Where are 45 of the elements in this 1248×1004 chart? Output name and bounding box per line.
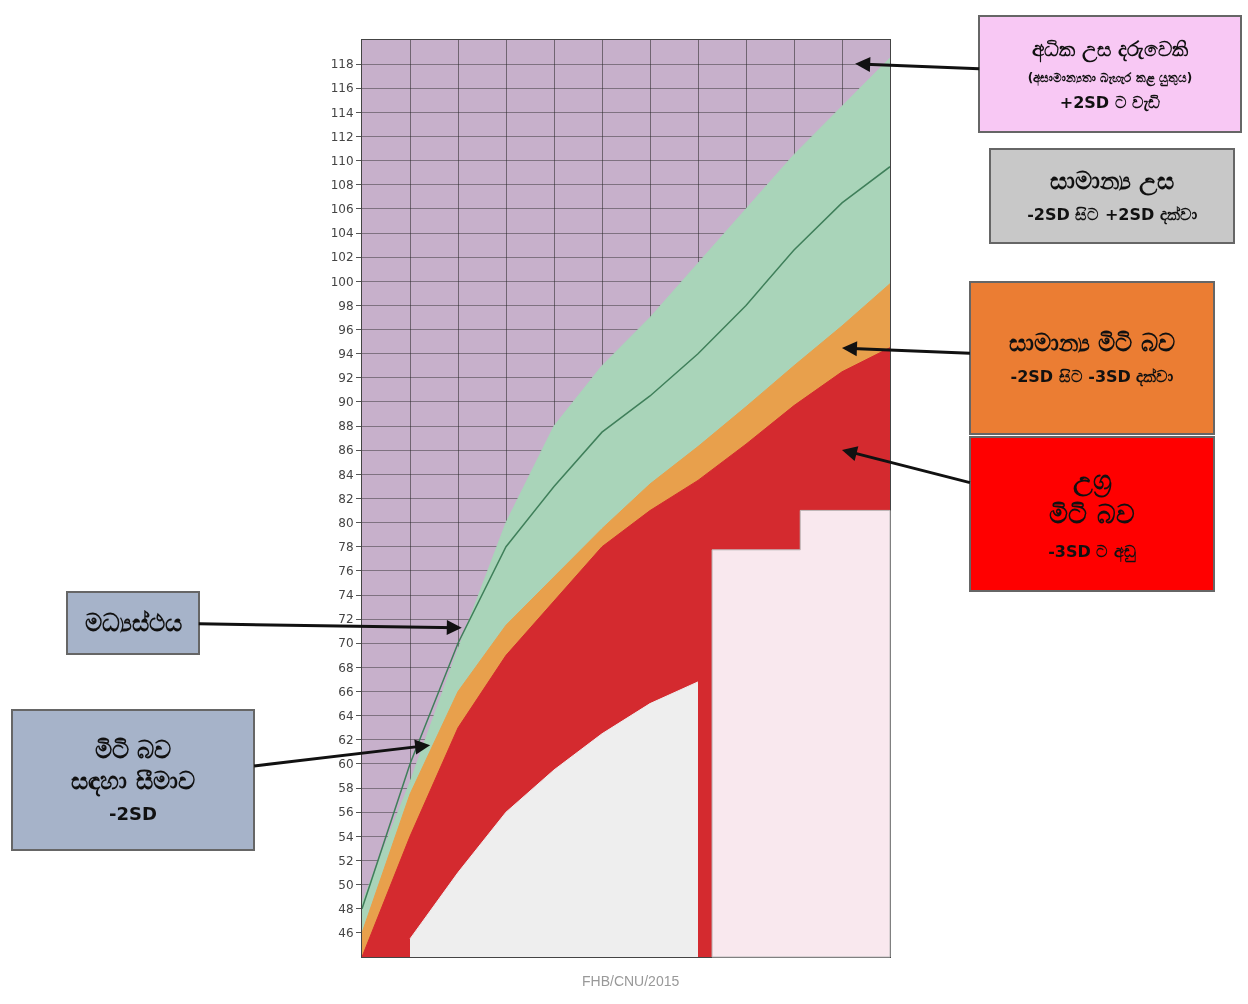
text: උග්‍ර මිටි බව -3SD ට අඩු (1048, 465, 1136, 563)
y-tick-label: 82 (338, 491, 354, 506)
y-tick-label: 46 (338, 926, 354, 941)
y-tick-label: 108 (330, 177, 354, 192)
y-tick-label: 118 (330, 57, 354, 72)
text: මධ්‍යස්ථය (84, 609, 182, 637)
y-tick-label: 76 (338, 564, 354, 579)
y-tick-label: 92 (338, 371, 354, 386)
y-tick-label: 110 (330, 153, 354, 168)
y-tick-label: 116 (330, 81, 354, 96)
text: සාමාන්‍ය මිටි බව -2SD සිට -3SD දක්වා (1009, 328, 1175, 388)
text: සාමාන්‍ය උස -2SD සිට +2SD දක්වා (1027, 166, 1197, 226)
y-tick-label: 64 (338, 708, 354, 723)
y-tick-label: 68 (338, 660, 354, 675)
y-tick-label: 86 (338, 443, 354, 458)
y-tick-label: 80 (338, 515, 354, 530)
text: FHB/CNU/2015 (582, 973, 680, 989)
y-tick-label: 48 (338, 901, 354, 916)
text: අධික උස දරුවෙකි (අසාමාන්‍යතා බැහැර කළ යුතුය) +2SD ට වැඩි (1027, 36, 1193, 112)
y-tick-label: 112 (330, 129, 354, 144)
y-tick-label: 56 (338, 805, 354, 820)
y-tick-label: 114 (330, 105, 354, 120)
y-tick-label: 74 (338, 588, 354, 603)
y-tick-label: 88 (338, 419, 354, 434)
y-tick-label: 102 (330, 250, 354, 265)
y-tick-label: 94 (338, 346, 354, 361)
y-tick-label: 54 (338, 829, 354, 844)
y-tick-label: 84 (338, 467, 354, 482)
y-tick-label: 106 (330, 202, 354, 217)
y-tick-label: 50 (338, 877, 354, 892)
y-tick-label: 70 (338, 636, 354, 651)
y-tick-label: 60 (338, 757, 354, 772)
y-tick-label: 98 (338, 298, 354, 313)
y-tick-label: 104 (330, 226, 354, 241)
line-series (362, 165, 890, 910)
y-tick-label: 100 (330, 274, 354, 289)
text: මිටි බව සඳහා සීමාව -2SD (71, 735, 195, 825)
y-tick-label: 78 (338, 539, 354, 554)
y-tick-label: 58 (338, 781, 354, 796)
y-tick-label: 96 (338, 322, 354, 337)
y-tick-label: 66 (338, 684, 354, 699)
y-tick-label: 72 (338, 612, 354, 627)
y-tick-label: 52 (338, 853, 354, 868)
y-tick-label: 90 (338, 395, 354, 410)
y-tick-label: 62 (338, 733, 354, 748)
